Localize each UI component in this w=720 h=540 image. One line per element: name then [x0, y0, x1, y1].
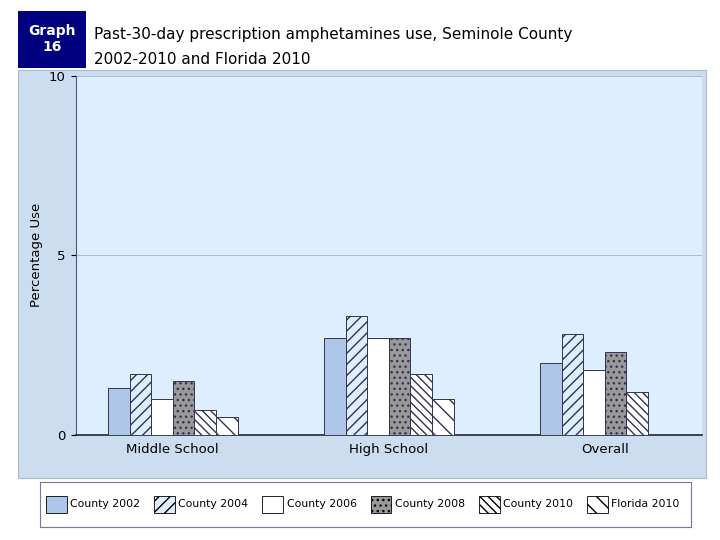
Bar — [540, 363, 562, 435]
Text: Past-30-day prescription amphetamines use, Seminole County: Past-30-day prescription amphetamines us… — [94, 26, 572, 42]
Y-axis label: Percentage Use: Percentage Use — [30, 203, 43, 307]
Bar — [389, 338, 410, 435]
Text: County 2006: County 2006 — [287, 500, 356, 509]
Bar — [371, 496, 392, 513]
Bar — [173, 381, 194, 435]
Text: Graph
16: Graph 16 — [29, 24, 76, 54]
Bar — [432, 399, 454, 435]
Bar — [626, 392, 648, 435]
Text: County 2004: County 2004 — [179, 500, 248, 509]
Text: 2002-2010 and Florida 2010: 2002-2010 and Florida 2010 — [94, 52, 310, 66]
Bar — [583, 370, 605, 435]
Bar — [46, 496, 67, 513]
Bar — [367, 338, 389, 435]
Bar — [587, 496, 608, 513]
Text: Florida 2010: Florida 2010 — [611, 500, 680, 509]
Bar — [154, 496, 175, 513]
Bar — [130, 374, 151, 435]
Text: County 2008: County 2008 — [395, 500, 464, 509]
Bar — [324, 338, 346, 435]
Bar — [151, 399, 173, 435]
Bar — [108, 388, 130, 435]
Text: County 2002: County 2002 — [71, 500, 140, 509]
Bar — [479, 496, 500, 513]
Bar — [605, 352, 626, 435]
Bar — [410, 374, 432, 435]
Text: County 2010: County 2010 — [503, 500, 573, 509]
Bar — [216, 417, 238, 435]
Bar — [562, 334, 583, 435]
Bar — [263, 496, 283, 513]
Bar — [194, 409, 216, 435]
Bar — [346, 316, 367, 435]
